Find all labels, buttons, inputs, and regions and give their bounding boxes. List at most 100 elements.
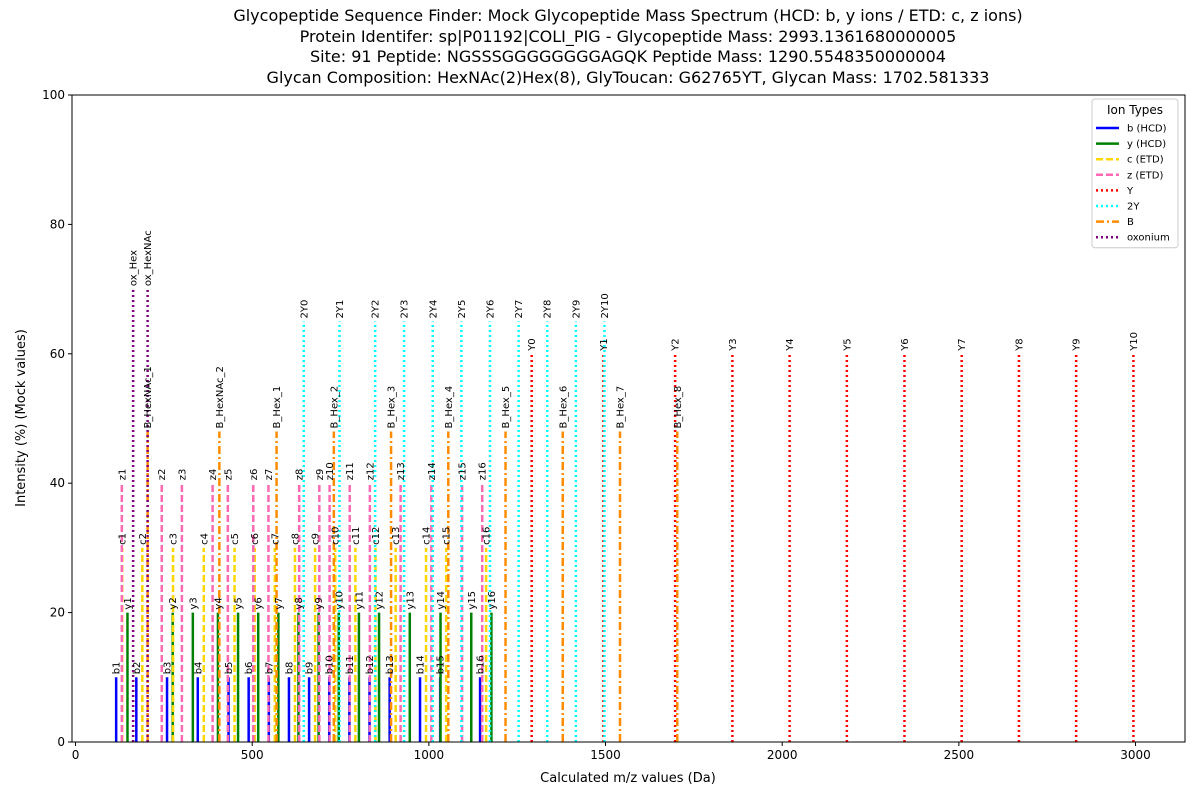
- legend-label-B: B: [1127, 217, 1134, 228]
- peak-label-y13: y13: [405, 591, 416, 610]
- peak-label-B_HexNAc_1: B_HexNAc_1: [143, 366, 154, 428]
- peak-label-Y10: Y10: [1129, 332, 1140, 352]
- peak-label-c15: c15: [442, 527, 453, 545]
- peak-label-y10: y10: [334, 591, 345, 610]
- peak-label-Y7: Y7: [957, 338, 968, 351]
- peak-label-y5: y5: [234, 597, 245, 609]
- peak-label-z2: z2: [157, 469, 168, 481]
- peaks-layer: [114, 289, 1135, 742]
- peak-label-b9: b9: [305, 662, 316, 675]
- peak-label-y16: y16: [487, 591, 498, 610]
- peak-label-Y2: Y2: [671, 338, 682, 351]
- x-tick-label: 2000: [767, 748, 798, 762]
- peak-label-Y8: Y8: [1014, 338, 1025, 351]
- peak-label-c1: c1: [118, 533, 129, 545]
- peak-label-y9: y9: [314, 597, 325, 609]
- peak-label-b2: b2: [132, 662, 143, 675]
- peak-label-B_Hex_7: B_Hex_7: [616, 386, 627, 429]
- peak-label-c4: c4: [199, 533, 210, 545]
- peak-label-B_Hex_3: B_Hex_3: [387, 386, 398, 429]
- peak-label-y1: y1: [123, 597, 134, 609]
- peak-label-y15: y15: [467, 591, 478, 610]
- peak-label-2Y2: 2Y2: [371, 300, 382, 319]
- peak-label-z14: z14: [427, 462, 438, 480]
- peak-label-Y5: Y5: [842, 338, 853, 351]
- legend: Ion Types b (HCD) y (HCD) c (ETD) z (ETD) Y 2Y…: [1091, 98, 1179, 249]
- peak-label-2Y9: 2Y9: [571, 300, 582, 319]
- peak-label-c11: c11: [351, 527, 362, 545]
- peak-label-y3: y3: [188, 597, 199, 609]
- x-tick-label: 1000: [414, 748, 445, 762]
- peak-label-y8: y8: [294, 597, 305, 609]
- legend-label-c (ETD): c (ETD): [1127, 155, 1164, 166]
- y-tick-label: 60: [50, 347, 65, 361]
- peak-label-b6: b6: [244, 662, 255, 675]
- peak-label-2Y5: 2Y5: [457, 300, 468, 319]
- peak-label-2Y10: 2Y10: [600, 293, 611, 318]
- peak-label-y4: y4: [213, 597, 224, 609]
- title-line-1: Glycopeptide Sequence Finder: Mock Glyco…: [233, 6, 1023, 25]
- legend-label-z (ETD): z (ETD): [1127, 170, 1163, 181]
- y-tick-label: 20: [50, 606, 65, 620]
- peak-label-B_Hex_4: B_Hex_4: [444, 386, 455, 429]
- peak-label-z16: z16: [478, 462, 489, 480]
- peak-label-z12: z12: [365, 462, 376, 480]
- peak-label-Y0: Y0: [527, 338, 538, 351]
- peak-label-Y1: Y1: [599, 338, 610, 351]
- y-tick-label: 40: [50, 476, 65, 490]
- x-axis-label: Calculated m/z values (Da): [540, 771, 716, 786]
- peak-label-y11: y11: [354, 591, 365, 610]
- peak-label-z6: z6: [249, 469, 260, 481]
- peak-label-c9: c9: [311, 533, 322, 545]
- peak-label-2Y3: 2Y3: [400, 300, 411, 319]
- peak-label-B_Hex_6: B_Hex_6: [558, 386, 569, 429]
- peak-label-c3: c3: [169, 533, 180, 545]
- y-axis-label: Intensity (%) (Mock values): [14, 329, 29, 507]
- peak-label-c7: c7: [270, 533, 281, 545]
- peak-label-z3: z3: [177, 469, 188, 481]
- peak-label-b3: b3: [163, 662, 174, 675]
- peak-label-b11: b11: [345, 655, 356, 674]
- peak-label-b14: b14: [416, 655, 427, 674]
- peak-label-y14: y14: [436, 591, 447, 610]
- peak-label-y2: y2: [168, 597, 179, 609]
- legend-label-y (HCD): y (HCD): [1127, 139, 1166, 150]
- peak-label-B_HexNAc_2: B_HexNAc_2: [215, 366, 226, 428]
- legend-label-Y: Y: [1126, 186, 1134, 197]
- peak-label-c16: c16: [482, 527, 493, 545]
- peak-label-ox_HexNAc: ox_HexNAc: [143, 230, 154, 286]
- peak-label-b4: b4: [193, 662, 204, 675]
- peak-label-Y4: Y4: [785, 338, 796, 351]
- peak-label-2Y4: 2Y4: [428, 300, 439, 319]
- legend-label-2Y: 2Y: [1127, 202, 1140, 213]
- peak-label-c2: c2: [138, 533, 149, 545]
- title-line-2: Protein Identifer: sp|P01192|COLI_PIG - …: [299, 26, 957, 46]
- peak-label-z9: z9: [315, 469, 326, 481]
- legend-title: Ion Types: [1107, 103, 1163, 117]
- x-tick-label: 1500: [590, 748, 621, 762]
- peak-label-c5: c5: [230, 533, 241, 545]
- peak-label-B_Hex_5: B_Hex_5: [501, 386, 512, 429]
- y-tick-label: 0: [57, 735, 65, 749]
- peak-label-Y3: Y3: [728, 338, 739, 351]
- legend-label-oxonium: oxonium: [1127, 233, 1170, 244]
- peak-label-b10: b10: [325, 655, 336, 674]
- x-tick-label: 500: [241, 748, 264, 762]
- peak-label-c8: c8: [290, 533, 301, 545]
- peak-label-z8: z8: [295, 469, 306, 481]
- peak-label-b7: b7: [264, 662, 275, 675]
- peak-label-c6: c6: [250, 533, 261, 545]
- peak-label-2Y7: 2Y7: [514, 300, 525, 319]
- peak-label-b12: b12: [365, 655, 376, 674]
- legend-label-b (HCD): b (HCD): [1127, 124, 1167, 135]
- peak-label-z1: z1: [117, 469, 128, 481]
- peak-label-2Y0: 2Y0: [299, 300, 310, 319]
- title-line-3: Site: 91 Peptide: NGSSSGGGGGGGGAGQK Pept…: [310, 47, 946, 66]
- x-tick-label: 3000: [1120, 748, 1151, 762]
- peak-label-z7: z7: [264, 469, 275, 481]
- peak-label-2Y8: 2Y8: [543, 300, 554, 319]
- peak-label-z11: z11: [345, 462, 356, 480]
- y-tick-label: 80: [50, 217, 65, 231]
